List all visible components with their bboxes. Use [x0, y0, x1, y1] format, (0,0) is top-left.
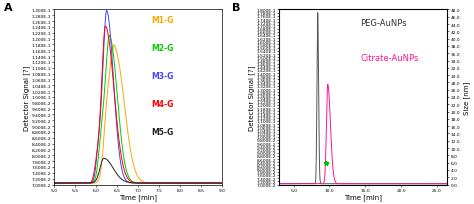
Text: A: A — [4, 3, 12, 13]
Text: M3-G: M3-G — [152, 71, 174, 80]
Y-axis label: Size [nm]: Size [nm] — [463, 81, 470, 114]
Text: Citrate-AuNPs: Citrate-AuNPs — [360, 54, 419, 63]
Y-axis label: Detector Signal [?]: Detector Signal [?] — [23, 65, 30, 130]
Y-axis label: Detector Signal [?]: Detector Signal [?] — [248, 65, 255, 130]
Text: M4-G: M4-G — [152, 99, 174, 108]
X-axis label: Time [min]: Time [min] — [119, 193, 157, 200]
X-axis label: Time [min]: Time [min] — [345, 193, 383, 200]
Text: PEG-AuNPs: PEG-AuNPs — [360, 19, 407, 28]
Text: M5-G: M5-G — [152, 127, 174, 136]
Text: B: B — [232, 3, 241, 13]
Text: M1-G: M1-G — [152, 16, 174, 25]
Text: M2-G: M2-G — [152, 43, 174, 52]
